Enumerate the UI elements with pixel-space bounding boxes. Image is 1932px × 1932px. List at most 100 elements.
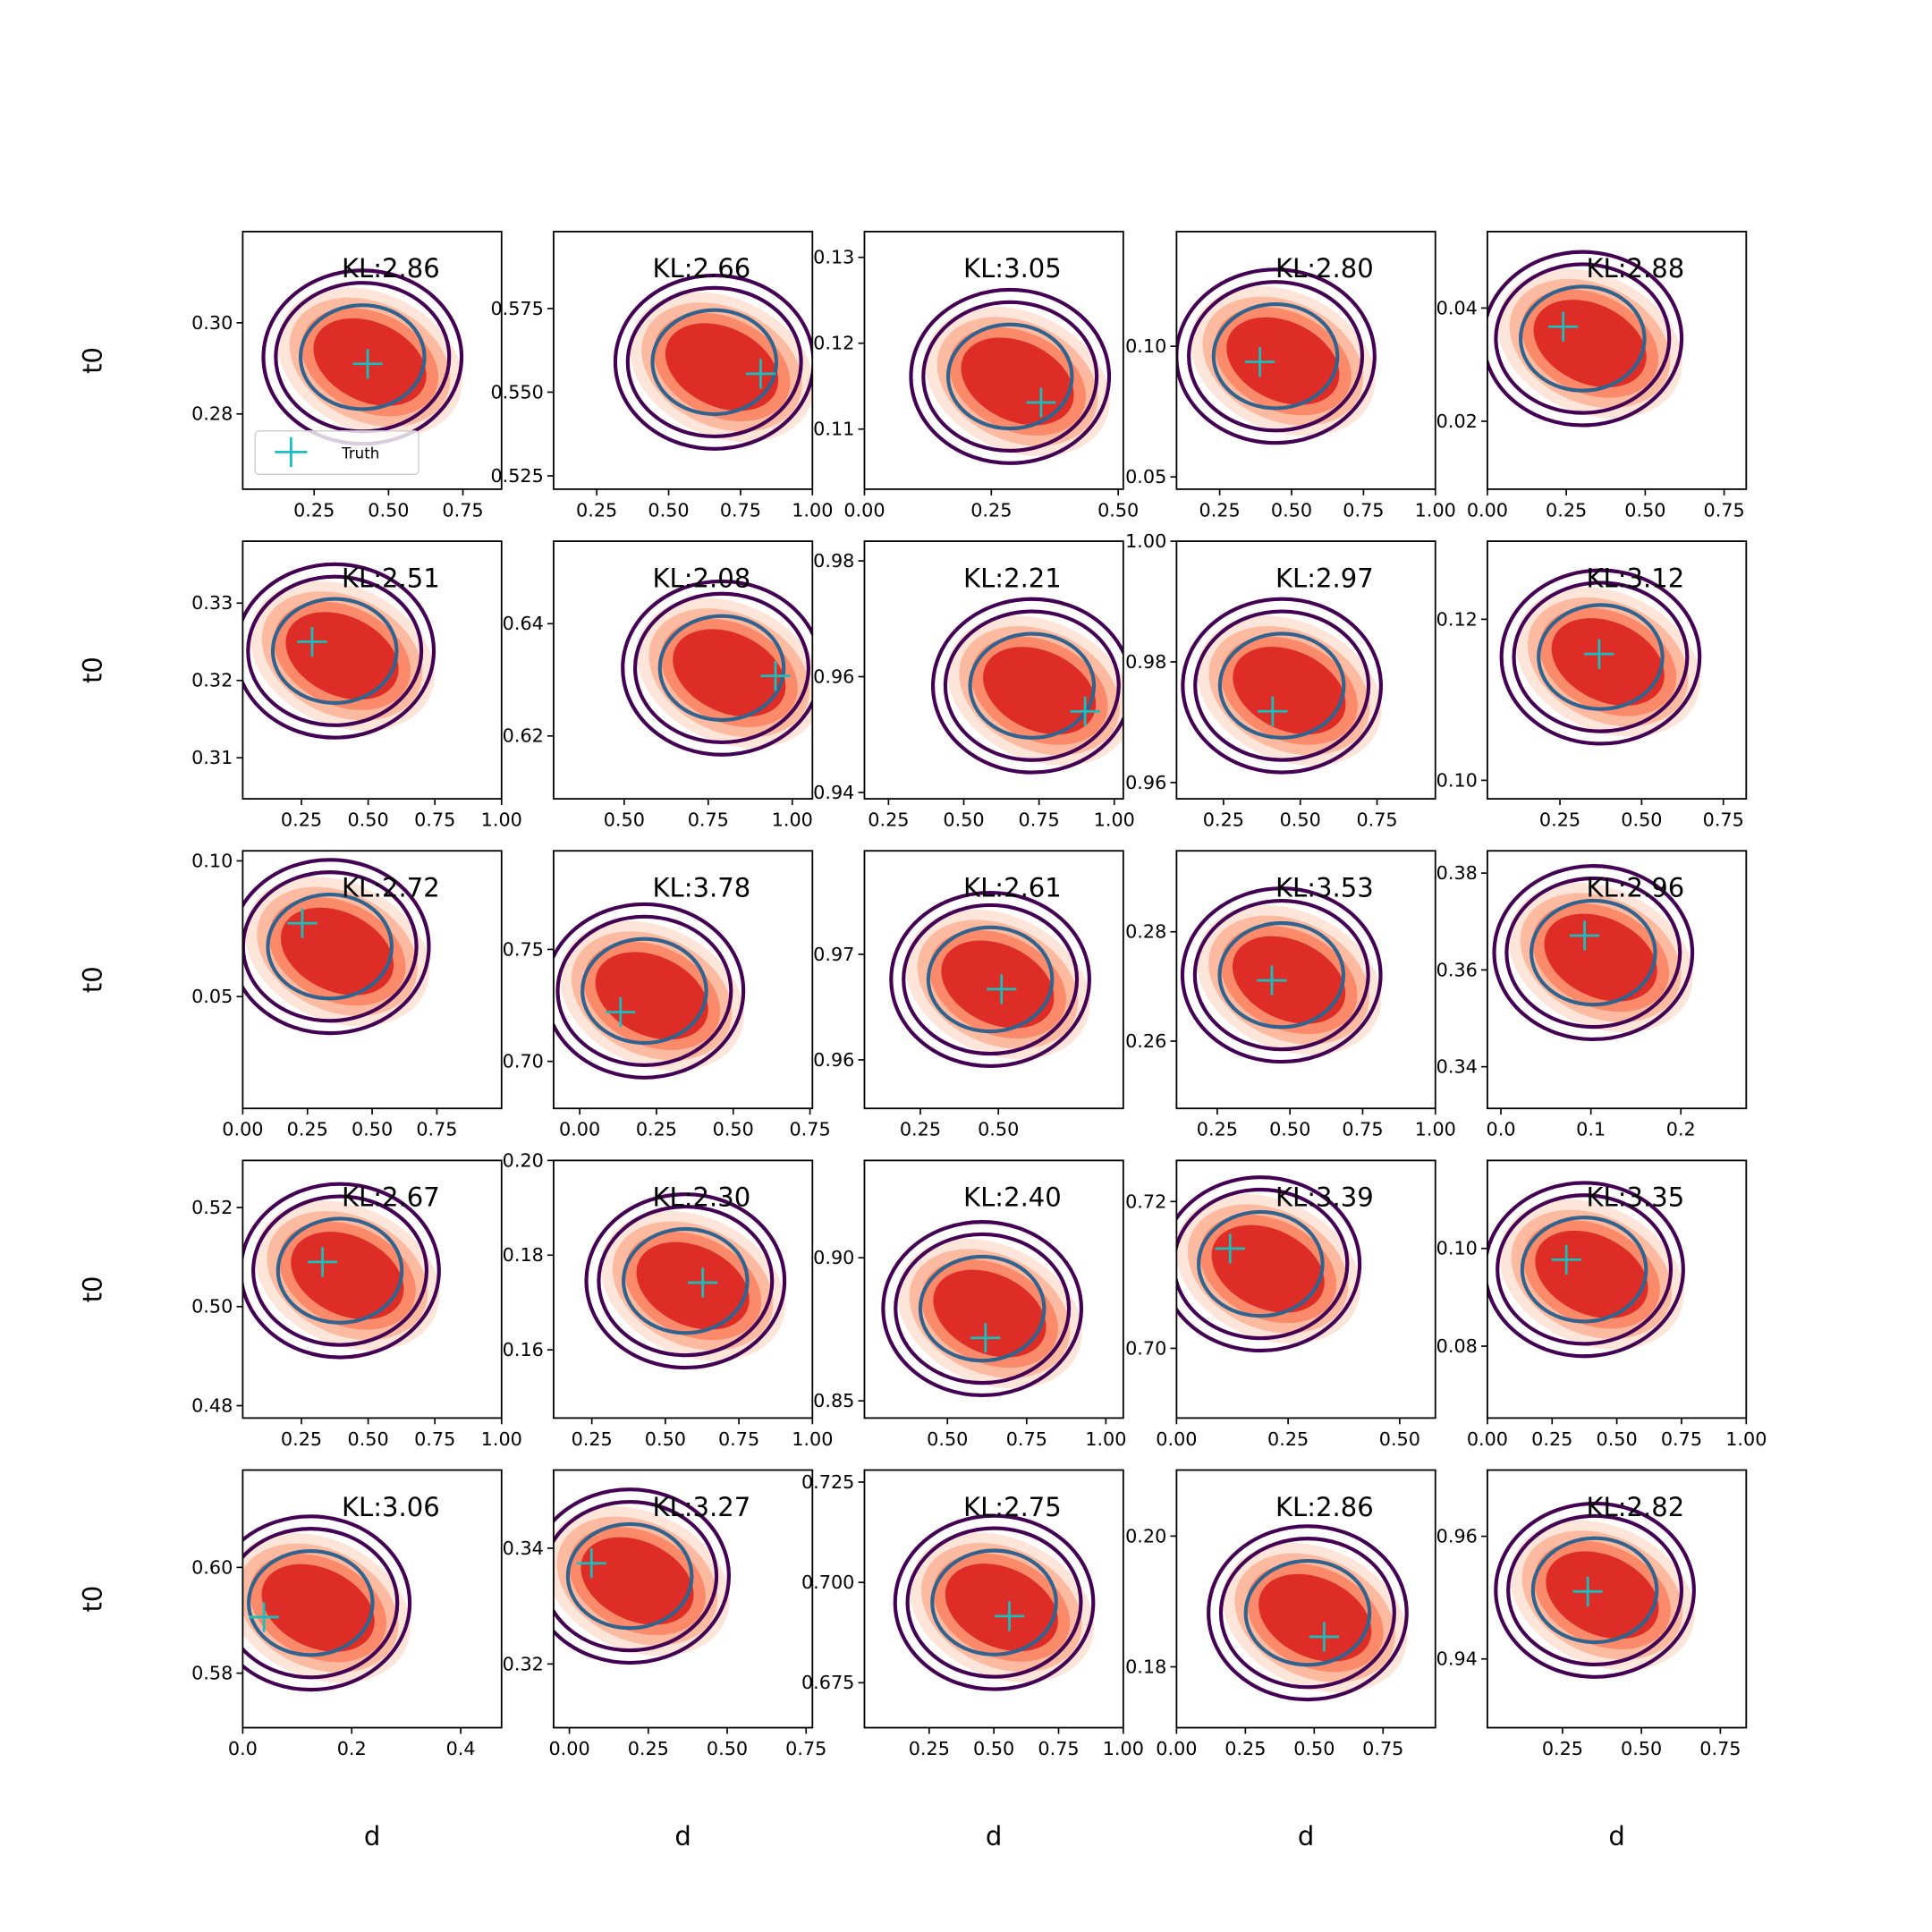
axes-frame [242, 231, 503, 490]
subplot: 0.00 0.25 0.50 0.11 0.12 0.13 KL:3.05 [813, 231, 1139, 521]
subplot: 0.25 0.50 0.75 0.94 0.96 KL:2.82 d [1436, 1469, 1748, 1852]
truth-marker [970, 1323, 1001, 1353]
x-tick-label: 0.25 [970, 499, 1012, 521]
density [1180, 886, 1383, 1064]
contour [1218, 1537, 1396, 1690]
contour [1494, 1501, 1696, 1679]
contour [1530, 1536, 1659, 1645]
contour [298, 303, 427, 411]
y-tick-label: 0.28 [191, 403, 233, 425]
density [893, 1513, 1096, 1691]
contour [625, 285, 803, 439]
contour [881, 1220, 1083, 1398]
y-tick-label: 0.12 [813, 333, 854, 354]
density-fill [673, 629, 786, 717]
truth-marker [745, 359, 776, 389]
subplot: 0.25 0.50 0.75 1.00 0.26 0.28 KL:3.53 [1125, 850, 1456, 1140]
truth-marker [1215, 1233, 1245, 1264]
subplot-title: KL:3.12 [1587, 563, 1685, 593]
x-axis-label: d [364, 1821, 380, 1852]
y-tick-label: 0.550 [490, 381, 543, 402]
x-tick-label: 0.50 [1269, 1119, 1310, 1140]
x-tick-label: 0.75 [1362, 1738, 1403, 1759]
contour [930, 1548, 1058, 1657]
x-tick-label: 0.0 [228, 1738, 258, 1759]
x-tick-label: 0.50 [973, 1738, 1014, 1759]
x-tick-label: 0.75 [718, 1428, 759, 1450]
x-tick-label: 0.4 [446, 1738, 476, 1759]
x-tick-label: 0.75 [789, 1119, 830, 1140]
x-tick-label: 0.75 [416, 1119, 457, 1140]
y-tick-label: 0.33 [191, 592, 233, 614]
subplot-title: KL:2.40 [963, 1182, 1062, 1213]
y-tick-label: 0.10 [1436, 1238, 1478, 1259]
contour [943, 609, 1121, 762]
y-tick-label: 0.60 [191, 1556, 233, 1578]
x-tick-label: 0.75 [1006, 1428, 1047, 1450]
subplot: 0.25 0.50 0.75 1.00 0.525 0.550 0.575 KL:2.66 [490, 231, 833, 521]
subplot: 0.00 0.25 0.50 0.70 0.72 KL:3.39 [1125, 1159, 1436, 1450]
contour [1529, 898, 1657, 1007]
subplot: 0.50 0.75 1.00 0.85 0.90 KL:2.40 [813, 1159, 1126, 1450]
contour [1187, 280, 1365, 433]
density [242, 1182, 441, 1360]
x-tick-label: 0.25 [1199, 499, 1241, 521]
density-fill [595, 952, 708, 1040]
axes-frame [1175, 540, 1436, 800]
x-tick-label: 0.25 [1546, 499, 1587, 521]
contour [553, 902, 746, 1080]
density-fill [1551, 618, 1665, 707]
y-tick-label: 0.38 [1436, 862, 1478, 884]
density [881, 1220, 1083, 1398]
x-tick-label: 0.00 [1156, 1428, 1197, 1450]
axes-frame [242, 850, 503, 1110]
contour [1197, 1209, 1325, 1318]
contour [1217, 920, 1346, 1030]
contour [597, 1204, 775, 1358]
axes-frame [1487, 540, 1748, 800]
x-tick-label: 0.75 [414, 1428, 455, 1450]
contour [1192, 898, 1370, 1052]
x-axis-label: d [1608, 1821, 1624, 1852]
y-tick-label: 0.34 [503, 1538, 544, 1559]
legend-box [254, 430, 419, 475]
y-tick-label: 0.20 [1125, 1525, 1166, 1546]
y-tick-label: 0.02 [1436, 411, 1478, 432]
x-tick-label: 1.00 [1103, 1738, 1144, 1759]
subplot-title: KL:2.08 [653, 563, 751, 593]
y-tick-label: 0.52 [191, 1197, 233, 1218]
y-tick-label: 0.13 [813, 247, 854, 268]
y-axis-label: t0 [78, 347, 108, 374]
subplot-title: KL:2.75 [963, 1492, 1062, 1522]
density-fill [1258, 1573, 1372, 1662]
truth-marker [1257, 965, 1287, 996]
truth-marker [994, 1601, 1025, 1631]
contour [650, 308, 779, 417]
contour [613, 273, 813, 451]
y-tick-label: 0.34 [1436, 1056, 1478, 1078]
x-tick-label: 0.0 [1487, 1119, 1516, 1140]
x-tick-label: 0.75 [785, 1738, 826, 1759]
contour [1504, 876, 1682, 1030]
subplot-title: KL:2.51 [342, 563, 440, 593]
x-tick-label: 0.75 [1019, 809, 1060, 831]
contour [918, 1254, 1046, 1363]
y-tick-label: 0.05 [1125, 466, 1166, 487]
x-tick-label: 0.50 [943, 809, 984, 831]
axes-frame [553, 850, 814, 1110]
contour [1176, 267, 1377, 445]
contour [894, 1232, 1072, 1385]
subplot-title: KL:2.86 [1275, 1492, 1374, 1522]
density [242, 1514, 412, 1692]
contour [657, 614, 786, 723]
density-fill [1546, 1551, 1659, 1640]
contour [889, 891, 1091, 1069]
contour [1499, 568, 1702, 746]
x-tick-label: 0.2 [1666, 1119, 1696, 1140]
y-tick-label: 0.05 [191, 986, 233, 1007]
x-tick-label: 0.00 [222, 1119, 263, 1140]
contour [1193, 609, 1371, 762]
x-tick-label: 0.50 [1597, 1428, 1638, 1450]
density-fill [1232, 936, 1346, 1024]
